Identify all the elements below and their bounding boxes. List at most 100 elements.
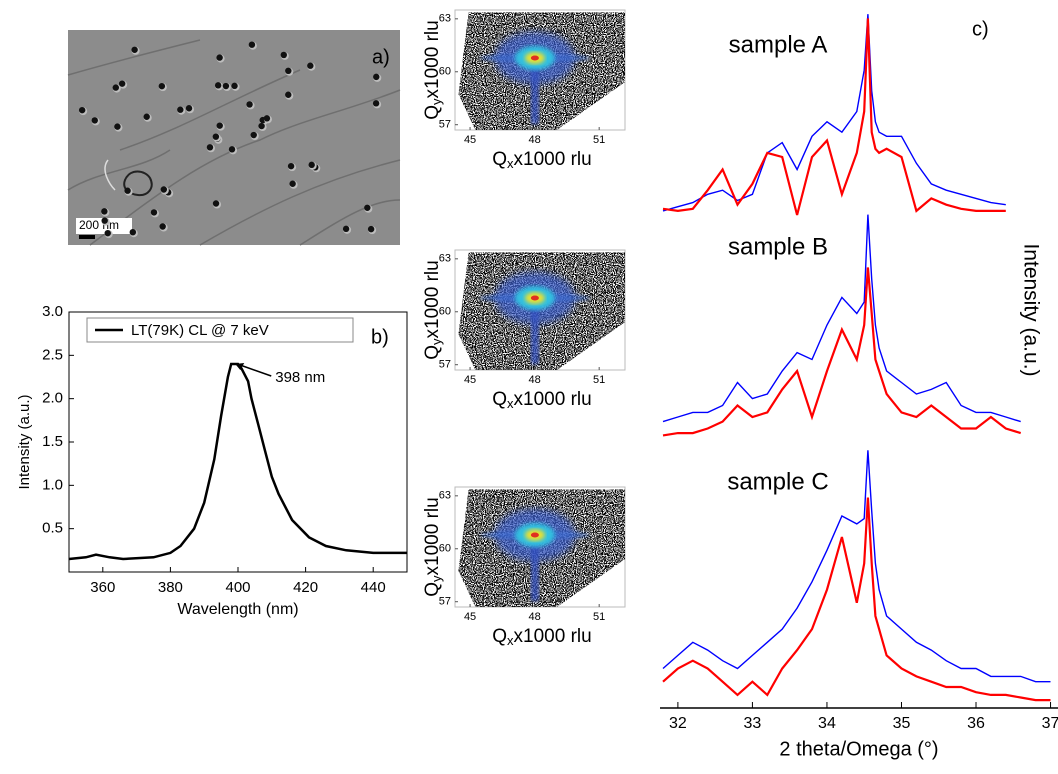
sem-pit	[118, 80, 126, 87]
sample-title: sample B	[728, 233, 828, 260]
sem-pit	[228, 146, 236, 153]
axis-label-rest: x1000 rlu	[422, 20, 443, 98]
sem-pit	[258, 122, 265, 130]
y-tick-label: 3.0	[42, 303, 63, 320]
x-tick-label: 45	[464, 134, 476, 146]
sem-pit	[263, 115, 271, 122]
sem-pit	[373, 73, 380, 81]
sem-pit	[248, 41, 256, 48]
xrd-line	[662, 267, 1022, 437]
sem-pit	[212, 200, 220, 207]
y-axis-label: Intensity (a.u.)	[1019, 243, 1042, 376]
axis-label-subscript: x	[507, 156, 514, 171]
sem-pit	[101, 217, 108, 224]
axis-label-subscript: y	[429, 98, 444, 105]
axis-label-symbol: Q	[422, 105, 443, 120]
axis-label-rest: x1000 rlu	[514, 626, 592, 647]
sem-pit	[206, 144, 214, 151]
sem-pit	[158, 82, 166, 90]
sem-pit	[101, 208, 108, 215]
sem-pit	[214, 82, 222, 89]
sem-pit	[160, 186, 168, 193]
axis-label-symbol: Q	[492, 149, 507, 170]
sem-pit	[114, 123, 121, 130]
sem-background	[68, 30, 400, 245]
sem-pit	[124, 187, 131, 194]
sem-pit	[364, 204, 371, 211]
sem-pit	[307, 62, 314, 69]
sem-pit	[216, 122, 223, 129]
sem-pit	[372, 100, 380, 107]
x-tick-label: 35	[893, 715, 911, 732]
y-tick-label: 57	[439, 119, 451, 131]
axis-label-rest: x1000 rlu	[422, 497, 443, 575]
sem-pit	[287, 162, 295, 170]
x-tick-label: 51	[593, 134, 605, 146]
sem-image: 200 nm a)	[67, 30, 401, 246]
axis-label-subscript: y	[429, 338, 444, 345]
axis-label: Qxx1000 rlu	[492, 149, 591, 171]
x-tick-label: 36	[967, 715, 985, 732]
axis-label-subscript: x	[507, 633, 514, 648]
x-tick-label: 45	[464, 611, 476, 623]
scale-bar-background	[76, 218, 132, 234]
sem-pit	[78, 106, 86, 114]
x-tick-label: 48	[528, 611, 540, 623]
sem-pit	[285, 67, 292, 75]
sem-pit	[104, 229, 111, 237]
x-tick-label: 440	[361, 579, 386, 596]
x-tick-label: 37	[1042, 715, 1058, 732]
map	[458, 252, 625, 370]
y-tick-label: 63	[439, 253, 451, 265]
sem-pit	[246, 101, 253, 108]
x-tick-label: 34	[818, 715, 836, 732]
y-tick-label: 1.0	[42, 476, 63, 493]
x-tick-label: 33	[744, 715, 762, 732]
y-tick-label: 0.5	[42, 520, 63, 537]
y-tick-label: 63	[439, 13, 451, 25]
axis-label: Qyx1000 rlu	[422, 260, 444, 359]
xrd-line	[662, 14, 1006, 212]
xrd-line	[662, 497, 1051, 702]
x-tick-label: 400	[225, 579, 250, 596]
x-tick-label: 420	[293, 579, 318, 596]
x-tick-label: 45	[464, 374, 476, 386]
map-peak	[530, 532, 539, 538]
axis-label: Qxx1000 rlu	[492, 626, 591, 648]
sem-pit	[342, 225, 350, 233]
x-tick-label: 51	[593, 611, 605, 623]
map	[458, 12, 625, 130]
map	[458, 489, 625, 607]
sample-title: sample A	[729, 31, 828, 58]
panel-label: c)	[972, 18, 989, 40]
axis-label: Qxx1000 rlu	[492, 389, 591, 411]
axis-label-subscript: x	[507, 396, 514, 411]
axis-label-symbol: Q	[422, 345, 443, 360]
sem-pit	[131, 46, 138, 53]
xrd-line	[662, 450, 1051, 683]
map-streak	[530, 298, 539, 364]
x-tick-label: 48	[528, 134, 540, 146]
map-streak	[530, 535, 539, 601]
sem-pit	[185, 105, 193, 112]
spectrum-line	[68, 362, 407, 561]
sem-pit	[285, 91, 292, 98]
scale-bar	[79, 235, 95, 239]
legend-label: LT(79K) CL @ 7 keV	[131, 322, 269, 339]
sem-pit	[367, 225, 375, 233]
axis-label: Qyx1000 rlu	[422, 20, 444, 119]
map-streak	[530, 58, 539, 124]
y-tick-label: 57	[439, 596, 451, 608]
axis-label-rest: x1000 rlu	[514, 389, 592, 410]
y-tick-label: 2.5	[42, 346, 63, 363]
y-tick-label: 60	[439, 306, 451, 318]
sem-pit	[159, 223, 166, 230]
sem-pit	[212, 133, 220, 140]
sem-pit	[177, 106, 184, 113]
sem-pit	[222, 82, 230, 90]
sem-pit	[112, 84, 119, 91]
x-axis-label: 2 theta/Omega (°)	[779, 738, 938, 760]
panel-label: b)	[371, 326, 389, 348]
axis-label-rest: x1000 rlu	[422, 260, 443, 338]
sem-pit	[231, 82, 238, 90]
